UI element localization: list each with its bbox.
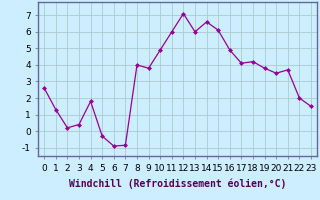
- X-axis label: Windchill (Refroidissement éolien,°C): Windchill (Refroidissement éolien,°C): [69, 178, 286, 189]
